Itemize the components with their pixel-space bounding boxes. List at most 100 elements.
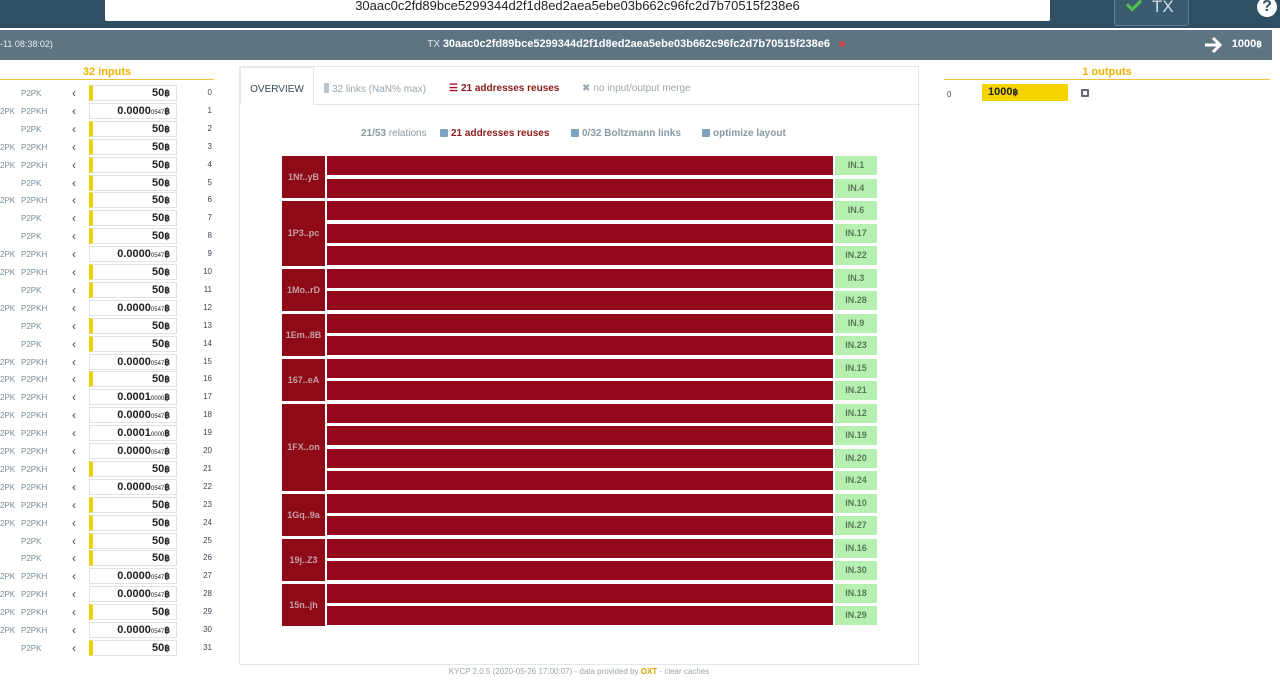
reuse-link[interactable] [327,358,833,378]
input-row[interactable]: 2PK P2PKH ‹ 0.00000547฿ 20 [0,442,220,460]
input-amount[interactable]: 0.00000547฿ [89,478,177,495]
input-row[interactable]: P2PK ‹ 50฿ 0 [0,84,220,102]
input-amount[interactable]: 50฿ [89,85,177,101]
chevron-left-icon[interactable]: ‹ [72,497,76,512]
boltzmann-toggle[interactable]: 0/32 Boltzmann links [571,128,681,139]
chevron-left-icon[interactable]: ‹ [72,408,76,423]
input-label[interactable]: IN.1 [835,156,877,175]
reuse-link[interactable] [327,403,833,423]
input-amount[interactable]: 50฿ [89,210,177,227]
input-row[interactable]: 2PK P2PKH ‹ 50฿ 4 [0,156,220,174]
address-node[interactable]: 1P3..pc [282,201,325,266]
reuse-link[interactable] [327,583,833,603]
input-row[interactable]: 2PK P2PKH ‹ 50฿ 21 [0,460,220,478]
chevron-left-icon[interactable]: ‹ [72,587,76,602]
input-row[interactable]: 2PK P2PKH ‹ 0.00000547฿ 1 [0,102,220,120]
input-row[interactable]: 2PK P2PKH ‹ 0.00010000฿ 17 [0,388,220,406]
input-label[interactable]: IN.28 [835,291,877,310]
input-amount[interactable]: 50฿ [89,496,177,513]
reuse-link[interactable] [327,426,833,445]
tab-overview[interactable]: OVERVIEW [240,67,314,105]
reuse-link[interactable] [327,538,833,558]
reuse-link[interactable] [327,381,833,400]
chevron-left-icon[interactable]: ‹ [72,640,76,655]
input-amount[interactable]: 50฿ [89,317,177,334]
chevron-left-icon[interactable]: ‹ [72,265,76,279]
input-label[interactable]: IN.21 [835,381,877,400]
input-row[interactable]: P2PK ‹ 50฿ 31 [0,639,220,657]
chevron-left-icon[interactable]: ‹ [72,569,76,584]
reuse-link[interactable] [327,178,833,198]
input-amount[interactable]: 50฿ [89,335,177,352]
chevron-left-icon[interactable]: ‹ [72,390,76,405]
reuse-link[interactable] [327,471,833,490]
input-label[interactable]: IN.3 [835,268,877,288]
input-label[interactable]: IN.19 [835,426,877,445]
chevron-left-icon[interactable]: ‹ [72,444,76,458]
input-row[interactable]: 2PK P2PKH ‹ 50฿ 3 [0,138,220,156]
chevron-left-icon[interactable]: ‹ [72,336,76,351]
input-amount[interactable]: 0.00000547฿ [89,353,177,370]
input-label[interactable]: IN.15 [835,358,877,378]
input-row[interactable]: 2PK P2PKH ‹ 0.00000547฿ 27 [0,567,220,585]
address-node[interactable]: 1FX..on [282,403,325,491]
address-node[interactable]: 15n..jh [282,583,325,626]
address-node[interactable]: 1Em..8B [282,313,325,356]
chevron-left-icon[interactable]: ‹ [72,372,76,387]
input-row[interactable]: 2PK P2PKH ‹ 50฿ 16 [0,370,220,388]
reuse-link[interactable] [327,516,833,535]
chevron-left-icon[interactable]: ‹ [72,193,76,208]
input-amount[interactable]: 0.00000547฿ [89,299,177,316]
input-amount[interactable]: 50฿ [89,174,177,191]
address-node[interactable]: 19j..Z3 [282,538,325,581]
input-row[interactable]: P2PK ‹ 50฿ 11 [0,281,220,299]
oxt-link[interactable]: OXT [640,667,658,676]
input-amount[interactable]: 50฿ [89,192,177,209]
address-node[interactable]: 1Mo..rD [282,268,325,311]
input-row[interactable]: 2PK P2PKH ‹ 50฿ 24 [0,514,220,532]
input-label[interactable]: IN.18 [835,583,877,603]
input-label[interactable]: IN.9 [835,313,877,333]
input-row[interactable]: 2PK P2PKH ‹ 0.00000547฿ 30 [0,621,220,639]
input-row[interactable]: 2PK P2PKH ‹ 0.00010000฿ 19 [0,424,220,442]
chevron-left-icon[interactable]: ‹ [72,139,76,154]
chevron-left-icon[interactable]: ‹ [72,461,76,476]
reuse-link[interactable] [327,493,833,513]
reuse-link[interactable] [327,246,833,265]
input-label[interactable]: IN.17 [835,223,877,243]
output-amount[interactable]: 1000฿ [982,84,1068,101]
txid-search-input[interactable]: 30aac0c2fd89bce5299344d2f1d8ed2aea5ebe03… [105,0,1050,21]
tab-reuses[interactable]: ☰ 21 addresses reuses [449,83,559,94]
input-row[interactable]: P2PK ‹ 50฿ 7 [0,209,220,227]
tab-merge[interactable]: ✖ no input/output merge [582,83,691,94]
chevron-left-icon[interactable]: ‹ [72,479,76,494]
tx-hash[interactable]: 30aac0c2fd89bce5299344d2f1d8ed2aea5ebe03… [442,38,830,50]
input-row[interactable]: 2PK P2PKH ‹ 0.00000547฿ 9 [0,245,220,263]
chevron-left-icon[interactable]: ‹ [72,515,76,530]
chevron-left-icon[interactable]: ‹ [72,157,76,172]
input-row[interactable]: P2PK ‹ 50฿ 5 [0,174,220,192]
chevron-left-icon[interactable]: ‹ [72,318,76,333]
input-amount[interactable]: 0.00000547฿ [89,622,177,638]
reuse-link[interactable] [327,201,833,220]
input-label[interactable]: IN.20 [835,448,877,468]
input-amount[interactable]: 0.00000547฿ [89,586,177,603]
chevron-left-icon[interactable]: ‹ [72,103,76,118]
input-amount[interactable]: 50฿ [89,532,177,549]
input-row[interactable]: P2PK ‹ 50฿ 13 [0,317,220,335]
input-amount[interactable]: 50฿ [89,460,177,477]
input-row[interactable]: 2PK P2PKH ‹ 0.00000547฿ 28 [0,585,220,603]
input-row[interactable]: P2PK ‹ 50฿ 25 [0,532,220,550]
input-amount[interactable]: 50฿ [89,120,177,137]
help-icon[interactable]: ? [1257,0,1277,17]
chevron-left-icon[interactable]: ‹ [72,247,76,262]
input-row[interactable]: 2PK P2PKH ‹ 50฿ 23 [0,496,220,514]
reuse-link[interactable] [327,268,833,288]
input-amount[interactable]: 0.00010000฿ [89,389,177,406]
reuses-toggle[interactable]: 21 addresses reuses [440,128,549,139]
reuse-link[interactable] [327,313,833,333]
input-amount[interactable]: 50฿ [89,371,177,388]
input-row[interactable]: P2PK ‹ 50฿ 2 [0,120,220,138]
tab-links[interactable]: 32 links (NaN% max) [324,83,426,95]
chevron-left-icon[interactable]: ‹ [72,354,76,369]
